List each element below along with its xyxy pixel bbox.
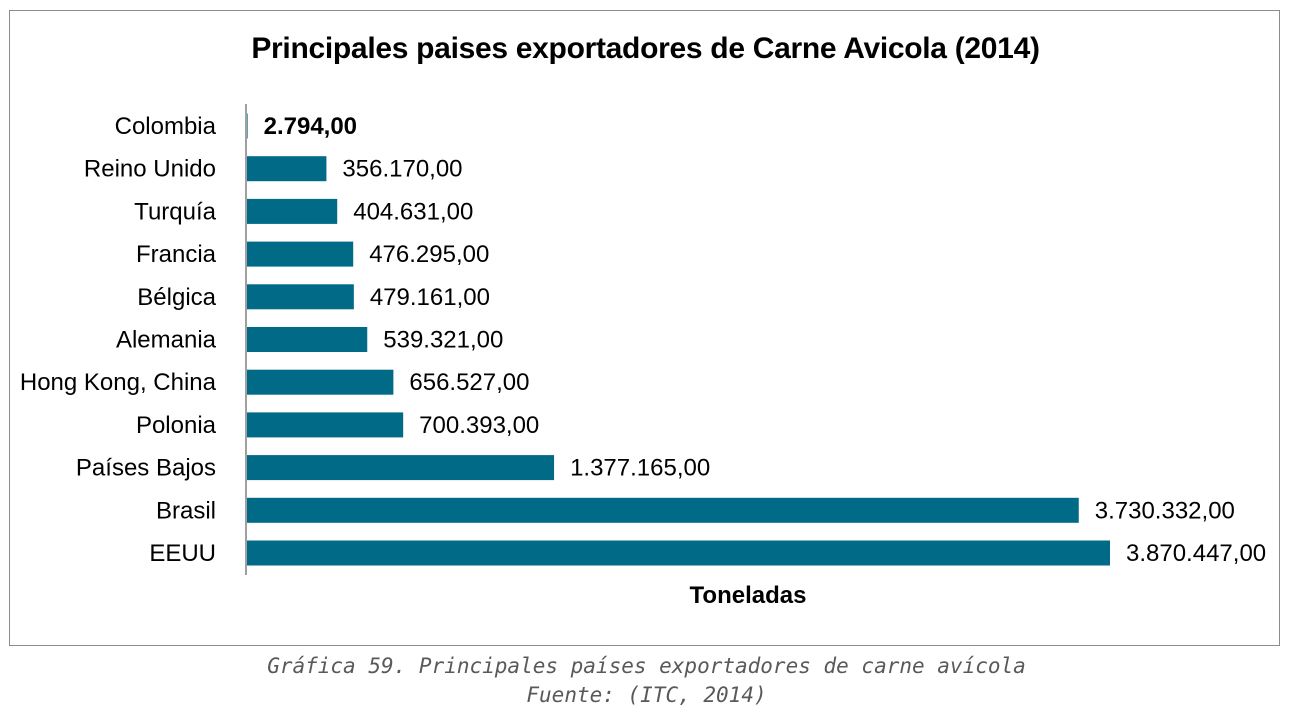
bar-belgica xyxy=(247,284,354,310)
value-label-hong-kong-china: 656.527,00 xyxy=(409,369,529,396)
category-label-reino-unido: Reino Unido xyxy=(84,156,216,183)
bar-brasil xyxy=(247,497,1079,523)
bar-chart: Colombia 2.794,00 Reino Unido 356.170,00 Tur… xyxy=(20,104,1266,575)
value-label-reino-unido: 356.170,00 xyxy=(342,156,462,183)
category-label-paises-bajos: Países Bajos xyxy=(76,455,216,482)
bar-turquia xyxy=(247,198,338,224)
value-label-francia: 476.295,00 xyxy=(369,241,489,268)
bar-reino-unido xyxy=(247,156,327,182)
category-label-colombia: Colombia xyxy=(115,113,217,140)
bar-polonia xyxy=(247,412,404,438)
figure-caption: Gráfica 59. Principales países exportado… xyxy=(267,654,1026,678)
figure-source: Fuente: (ITC, 2014) xyxy=(526,683,767,707)
category-label-francia: Francia xyxy=(136,241,217,268)
bars-layer: Colombia 2.794,00 Reino Unido 356.170,00 Tur… xyxy=(20,113,1266,567)
x-axis-title: Toneladas xyxy=(689,582,807,609)
value-label-alemania: 539.321,00 xyxy=(383,327,503,354)
bar-alemania xyxy=(247,327,368,352)
value-label-colombia: 2.794,00 xyxy=(264,113,357,140)
value-label-turquia: 404.631,00 xyxy=(353,198,473,225)
value-label-belgica: 479.161,00 xyxy=(370,284,490,311)
chart-frame xyxy=(9,10,1280,646)
value-label-polonia: 700.393,00 xyxy=(419,412,539,439)
bar-eeuu xyxy=(247,540,1110,566)
category-label-turquia: Turquía xyxy=(134,198,216,225)
category-label-hong-kong-china: Hong Kong, China xyxy=(20,369,217,396)
value-label-paises-bajos: 1.377.165,00 xyxy=(570,455,710,482)
category-label-brasil: Brasil xyxy=(156,497,216,524)
bar-paises-bajos xyxy=(247,455,555,481)
bar-francia xyxy=(247,241,354,267)
bar-hong-kong-china xyxy=(247,369,394,395)
value-label-eeuu: 3.870.447,00 xyxy=(1126,540,1266,567)
bar-colombia xyxy=(247,113,248,139)
category-label-belgica: Bélgica xyxy=(137,284,216,311)
value-label-brasil: 3.730.332,00 xyxy=(1095,497,1235,524)
category-label-eeuu: EEUU xyxy=(149,540,216,567)
chart-title: Principales paises exportadores de Carne… xyxy=(251,32,1040,65)
category-label-alemania: Alemania xyxy=(116,327,217,354)
category-label-polonia: Polonia xyxy=(136,412,217,439)
